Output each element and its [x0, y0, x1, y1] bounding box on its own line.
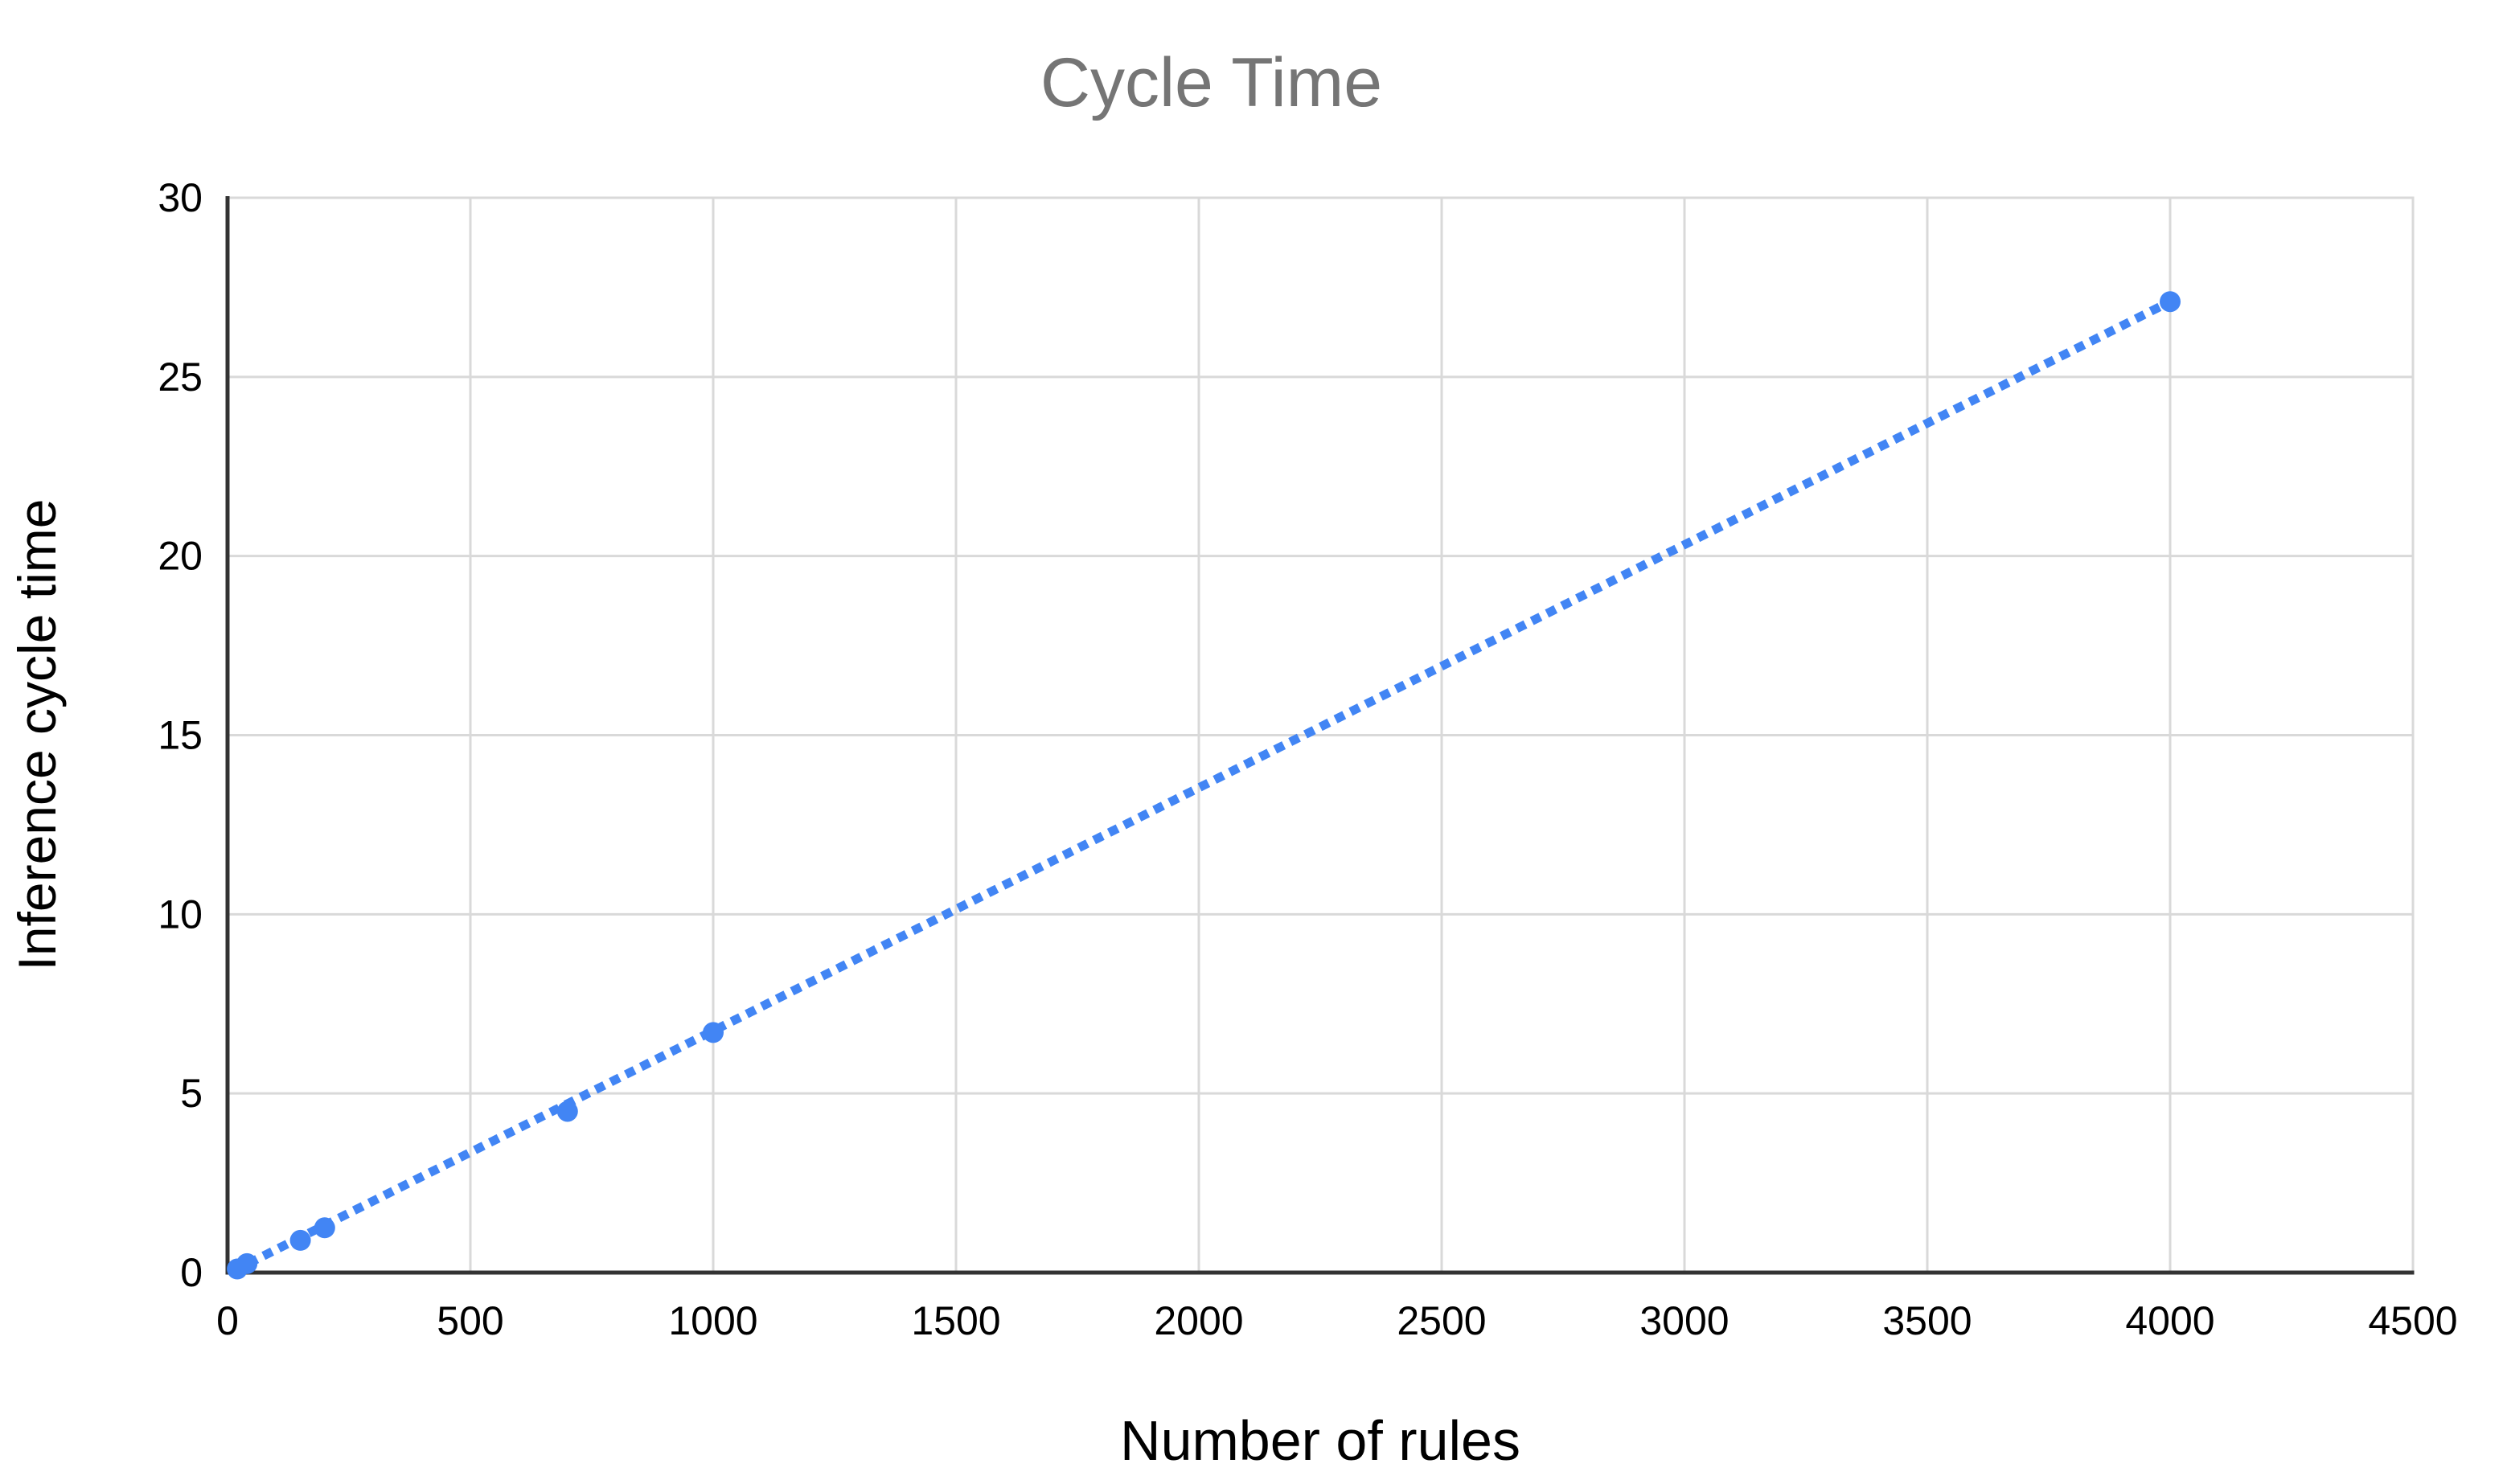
trendline-group — [231, 295, 2177, 1275]
x-tick-label-3000: 3000 — [1639, 1298, 1729, 1343]
x-tick-label-1000: 1000 — [668, 1298, 757, 1343]
y-tick-label-5: 5 — [180, 1071, 203, 1116]
data-point-4000 — [2160, 291, 2181, 313]
x-tick-label-0: 0 — [216, 1298, 239, 1343]
x-tick-label-1500: 1500 — [911, 1298, 1000, 1343]
trendline — [231, 295, 2177, 1275]
tick-labels: 0 500 1000 1500 2000 2500 3000 3500 4000 4500 0 5 10… — [158, 175, 2457, 1343]
y-tick-label-25: 25 — [158, 355, 203, 400]
y-tick-label-20: 20 — [158, 534, 203, 579]
chart-title: Cycle Time — [1040, 44, 1383, 121]
y-tick-label-10: 10 — [158, 892, 203, 937]
x-tick-label-2000: 2000 — [1154, 1298, 1243, 1343]
x-tick-label-3500: 3500 — [1882, 1298, 1972, 1343]
x-tick-label-2500: 2500 — [1397, 1298, 1486, 1343]
data-point-40 — [236, 1252, 258, 1274]
data-point-1000 — [703, 1022, 724, 1043]
data-point-700 — [556, 1101, 578, 1122]
y-tick-label-30: 30 — [158, 175, 203, 220]
x-axis-title: Number of rules — [1120, 1409, 1520, 1472]
x-tick-label-4500: 4500 — [2368, 1298, 2457, 1343]
gridlines — [228, 196, 2415, 1273]
x-tick-label-500: 500 — [437, 1298, 503, 1343]
y-tick-label-0: 0 — [180, 1250, 203, 1295]
data-points — [227, 291, 2181, 1280]
y-axis-title: Inference cycle time — [7, 498, 67, 971]
axes — [225, 196, 2415, 1275]
data-point-150 — [289, 1229, 311, 1251]
y-tick-label-15: 15 — [158, 713, 203, 758]
data-point-200 — [314, 1217, 335, 1239]
x-tick-label-4000: 4000 — [2125, 1298, 2214, 1343]
